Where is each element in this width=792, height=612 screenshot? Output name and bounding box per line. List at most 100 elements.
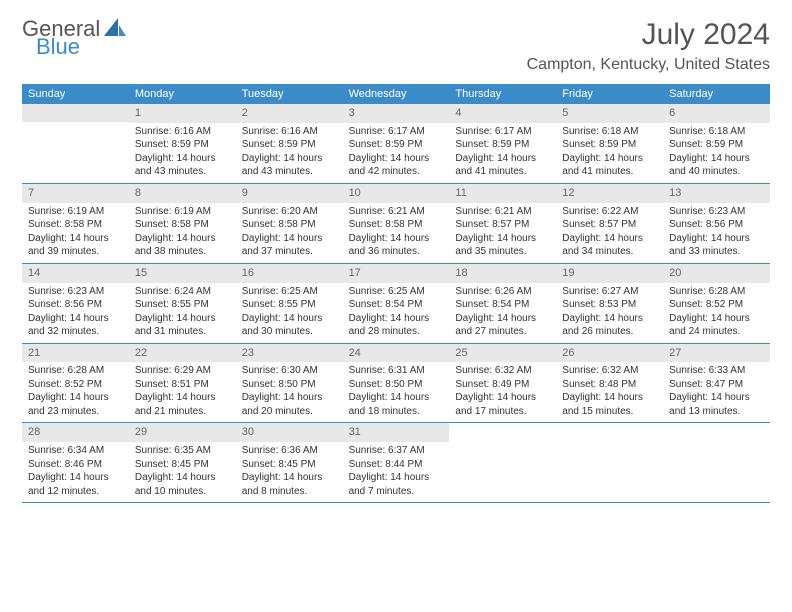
day-number: 14 [22,264,129,283]
day-number: 28 [22,423,129,442]
weekday-header-row: SundayMondayTuesdayWednesdayThursdayFrid… [22,84,770,104]
sunrise-text: Sunrise: 6:28 AM [669,285,764,299]
day-cell: 29Sunrise: 6:35 AMSunset: 8:45 PMDayligh… [129,423,236,502]
sunset-text: Sunset: 8:59 PM [242,138,337,152]
sunrise-text: Sunrise: 6:19 AM [28,205,123,219]
sunset-text: Sunset: 8:55 PM [135,298,230,312]
daylight-text: Daylight: 14 hours and 43 minutes. [135,152,230,179]
daylight-text: Daylight: 14 hours and 42 minutes. [349,152,444,179]
day-cell: 27Sunrise: 6:33 AMSunset: 8:47 PMDayligh… [663,344,770,423]
daylight-text: Daylight: 14 hours and 32 minutes. [28,312,123,339]
sunset-text: Sunset: 8:50 PM [242,378,337,392]
empty-cell [449,423,556,502]
sunset-text: Sunset: 8:57 PM [562,218,657,232]
sunrise-text: Sunrise: 6:21 AM [349,205,444,219]
daylight-text: Daylight: 14 hours and 23 minutes. [28,391,123,418]
day-number: 1 [129,104,236,123]
sunrise-text: Sunrise: 6:18 AM [669,125,764,139]
sunrise-text: Sunrise: 6:26 AM [455,285,550,299]
daylight-text: Daylight: 14 hours and 31 minutes. [135,312,230,339]
daylight-text: Daylight: 14 hours and 30 minutes. [242,312,337,339]
day-cell: 2 Sunrise: 6:16 AMSunset: 8:59 PMDaylight… [236,104,343,183]
day-number: 25 [449,344,556,363]
day-number: 6 [663,104,770,123]
daylight-text: Daylight: 14 hours and 27 minutes. [455,312,550,339]
day-body: Sunrise: 6:30 AMSunset: 8:50 PMDaylight:… [236,362,343,422]
daylight-text: Daylight: 14 hours and 41 minutes. [562,152,657,179]
sunset-text: Sunset: 8:58 PM [28,218,123,232]
sunrise-text: Sunrise: 6:28 AM [28,364,123,378]
day-body: Sunrise: 6:18 AMSunset: 8:59 PMDaylight:… [556,123,663,183]
day-body: Sunrise: 6:25 AMSunset: 8:54 PMDaylight:… [343,283,450,343]
day-cell: 26Sunrise: 6:32 AMSunset: 8:48 PMDayligh… [556,344,663,423]
weekday-header: Friday [556,84,663,104]
day-number: 27 [663,344,770,363]
weekday-header: Sunday [22,84,129,104]
day-body: Sunrise: 6:21 AMSunset: 8:58 PMDaylight:… [343,203,450,263]
sunset-text: Sunset: 8:44 PM [349,458,444,472]
day-cell: 4Sunrise: 6:17 AMSunset: 8:59 PMDaylight… [449,104,556,183]
day-body: Sunrise: 6:23 AMSunset: 8:56 PMDaylight:… [22,283,129,343]
day-number: 7 [22,184,129,203]
sunset-text: Sunset: 8:52 PM [28,378,123,392]
day-number: 21 [22,344,129,363]
sunrise-text: Sunrise: 6:23 AM [669,205,764,219]
day-cell: 17Sunrise: 6:25 AMSunset: 8:54 PMDayligh… [343,264,450,343]
sunset-text: Sunset: 8:46 PM [28,458,123,472]
sunset-text: Sunset: 8:56 PM [28,298,123,312]
daylight-text: Daylight: 14 hours and 17 minutes. [455,391,550,418]
sunset-text: Sunset: 8:45 PM [135,458,230,472]
sunset-text: Sunset: 8:58 PM [349,218,444,232]
day-number: 2 [236,104,343,123]
day-number: 30 [236,423,343,442]
sunrise-text: Sunrise: 6:16 AM [135,125,230,139]
month-title: July 2024 [527,18,770,52]
page-header: General Blue July 2024 Campton, Kentucky… [22,18,770,74]
day-number: 24 [343,344,450,363]
day-cell: 9Sunrise: 6:20 AMSunset: 8:58 PMDaylight… [236,184,343,263]
day-body: Sunrise: 6:33 AMSunset: 8:47 PMDaylight:… [663,362,770,422]
sunset-text: Sunset: 8:58 PM [242,218,337,232]
day-cell: 21Sunrise: 6:28 AMSunset: 8:52 PMDayligh… [22,344,129,423]
day-number: 26 [556,344,663,363]
calendar-grid: SundayMondayTuesdayWednesdayThursdayFrid… [22,84,770,503]
week-row: 28Sunrise: 6:34 AMSunset: 8:46 PMDayligh… [22,423,770,503]
title-block: July 2024 Campton, Kentucky, United Stat… [527,18,770,74]
sunrise-text: Sunrise: 6:30 AM [242,364,337,378]
sunset-text: Sunset: 8:56 PM [669,218,764,232]
weekday-header: Tuesday [236,84,343,104]
day-body: Sunrise: 6:27 AMSunset: 8:53 PMDaylight:… [556,283,663,343]
day-body: Sunrise: 6:35 AMSunset: 8:45 PMDaylight:… [129,442,236,502]
day-body: Sunrise: 6:31 AMSunset: 8:50 PMDaylight:… [343,362,450,422]
day-cell: 5Sunrise: 6:18 AMSunset: 8:59 PMDaylight… [556,104,663,183]
sunset-text: Sunset: 8:55 PM [242,298,337,312]
sunset-text: Sunset: 8:45 PM [242,458,337,472]
day-cell: 11Sunrise: 6:21 AMSunset: 8:57 PMDayligh… [449,184,556,263]
day-number: 3 [343,104,450,123]
day-body: Sunrise: 6:29 AMSunset: 8:51 PMDaylight:… [129,362,236,422]
sunrise-text: Sunrise: 6:25 AM [349,285,444,299]
day-number: 16 [236,264,343,283]
sunset-text: Sunset: 8:48 PM [562,378,657,392]
sunrise-text: Sunrise: 6:16 AM [242,125,337,139]
daylight-text: Daylight: 14 hours and 39 minutes. [28,232,123,259]
day-cell: 16Sunrise: 6:25 AMSunset: 8:55 PMDayligh… [236,264,343,343]
daylight-text: Daylight: 14 hours and 43 minutes. [242,152,337,179]
day-cell: 30Sunrise: 6:36 AMSunset: 8:45 PMDayligh… [236,423,343,502]
day-cell: 31Sunrise: 6:37 AMSunset: 8:44 PMDayligh… [343,423,450,502]
daylight-text: Daylight: 14 hours and 8 minutes. [242,471,337,498]
empty-cell [663,423,770,502]
sunrise-text: Sunrise: 6:18 AM [562,125,657,139]
day-body: Sunrise: 6:32 AMSunset: 8:49 PMDaylight:… [449,362,556,422]
sunset-text: Sunset: 8:49 PM [455,378,550,392]
day-cell: 6Sunrise: 6:18 AMSunset: 8:59 PMDaylight… [663,104,770,183]
weekday-header: Saturday [663,84,770,104]
day-number: 8 [129,184,236,203]
day-number: 9 [236,184,343,203]
daylight-text: Daylight: 14 hours and 24 minutes. [669,312,764,339]
weeks-container: 1Sunrise: 6:16 AMSunset: 8:59 PMDaylight… [22,104,770,503]
daylight-text: Daylight: 14 hours and 13 minutes. [669,391,764,418]
day-body: Sunrise: 6:16 AMSunset: 8:59 PMDaylight:… [129,123,236,183]
sunset-text: Sunset: 8:52 PM [669,298,764,312]
day-body: Sunrise: 6:32 AMSunset: 8:48 PMDaylight:… [556,362,663,422]
